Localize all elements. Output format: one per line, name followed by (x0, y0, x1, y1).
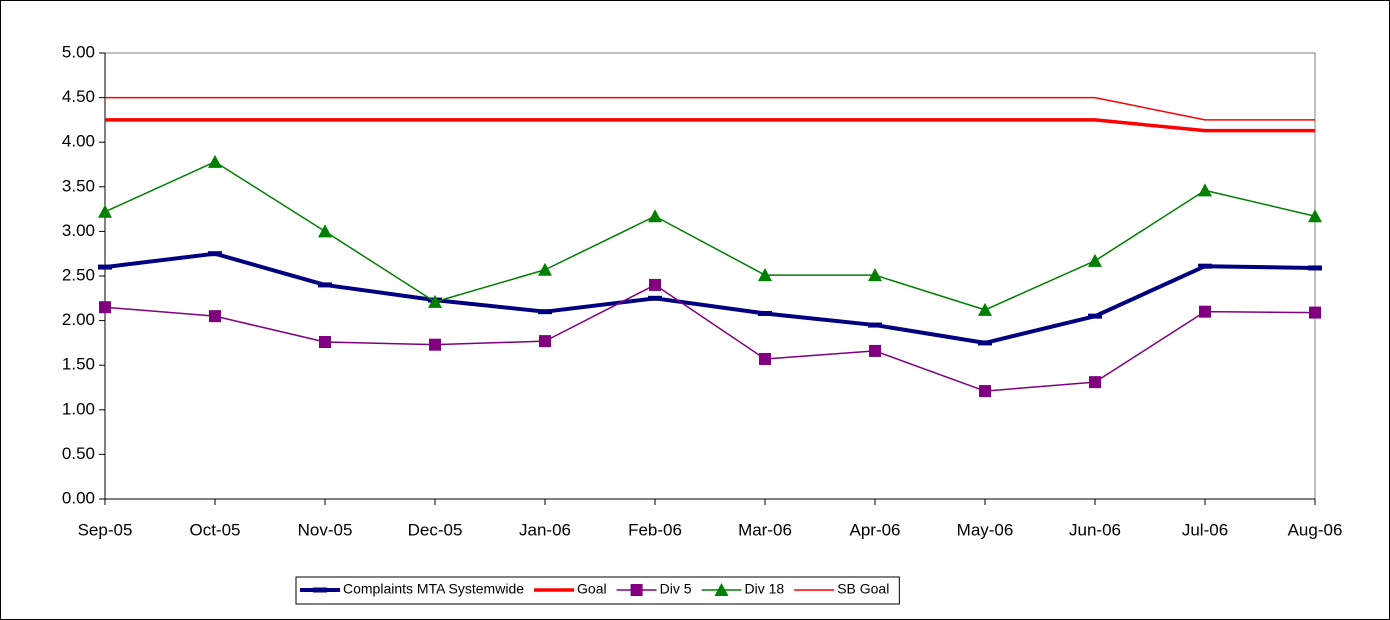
x-tick-label: Oct-05 (189, 520, 240, 539)
y-tick-label: 4.50 (62, 87, 95, 106)
marker (1088, 253, 1102, 267)
y-tick-label: 2.00 (62, 310, 95, 329)
marker (759, 352, 771, 365)
y-tick-label: 5.00 (62, 42, 95, 61)
marker (1308, 265, 1322, 271)
marker (318, 282, 332, 288)
marker (648, 295, 662, 301)
marker (1308, 209, 1322, 223)
marker (1088, 313, 1102, 319)
marker (429, 338, 441, 351)
y-tick-label: 2.50 (62, 265, 95, 284)
marker (99, 301, 111, 314)
marker (1198, 263, 1212, 269)
marker (98, 204, 112, 218)
marker (868, 268, 882, 282)
marker (869, 344, 881, 357)
x-tick-label: Aug-06 (1288, 520, 1343, 539)
x-tick-label: Jul-06 (1182, 520, 1228, 539)
x-tick-label: Sep-05 (78, 520, 133, 539)
series-line (105, 96, 1315, 121)
marker (538, 262, 552, 276)
marker (978, 340, 992, 346)
marker (868, 322, 882, 328)
marker (714, 583, 729, 596)
marker (630, 584, 643, 596)
marker (208, 251, 222, 257)
y-tick-label: 0.00 (62, 488, 95, 507)
x-tick-label: Mar-06 (738, 520, 792, 539)
x-tick-label: May-06 (957, 520, 1014, 539)
x-tick-label: Apr-06 (849, 520, 900, 539)
series-line (104, 284, 1316, 392)
x-tick-label: Feb-06 (628, 520, 682, 539)
marker (208, 154, 222, 168)
marker (319, 336, 331, 349)
legend-label: Div 5 (660, 581, 692, 597)
series-line (104, 251, 1316, 345)
legend-label: Goal (577, 581, 607, 597)
y-tick-label: 4.00 (62, 132, 95, 151)
x-tick-label: Jun-06 (1069, 520, 1121, 539)
y-tick-label: 3.50 (62, 176, 95, 195)
marker (648, 209, 662, 223)
y-tick-label: 3.00 (62, 221, 95, 240)
y-tick-label: 0.50 (62, 444, 95, 463)
marker (978, 302, 992, 316)
marker (758, 310, 772, 316)
marker (539, 335, 551, 348)
y-tick-label: 1.50 (62, 355, 95, 374)
legend: Complaints MTA Systemwide Goal Div 5 Div 18… (295, 576, 900, 605)
series-line (105, 118, 1315, 133)
marker (98, 264, 112, 270)
marker (428, 294, 442, 308)
marker (1309, 306, 1321, 319)
marker (1199, 305, 1211, 318)
y-tick-label: 1.00 (62, 399, 95, 418)
marker (1089, 376, 1101, 389)
marker (313, 587, 327, 593)
x-tick-label: Dec-05 (408, 520, 463, 539)
series-line (104, 161, 1316, 311)
marker (649, 278, 661, 291)
legend-label: Div 18 (745, 581, 785, 597)
x-tick-label: Jan-06 (519, 520, 571, 539)
marker (318, 224, 332, 238)
x-tick-label: Nov-05 (298, 520, 353, 539)
marker (1198, 183, 1212, 197)
legend-label: Complaints MTA Systemwide (343, 581, 524, 597)
marker (538, 309, 552, 315)
legend-label: SB Goal (837, 581, 889, 597)
marker (758, 268, 772, 282)
marker (209, 310, 221, 323)
marker (979, 385, 991, 398)
